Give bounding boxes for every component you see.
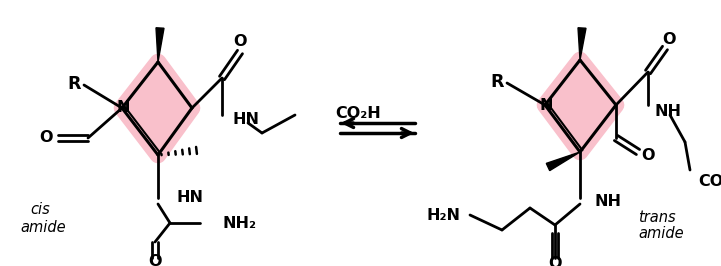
Polygon shape [545, 60, 616, 152]
Text: HN: HN [232, 113, 259, 127]
Polygon shape [547, 152, 580, 171]
Text: O: O [234, 35, 247, 49]
Polygon shape [156, 28, 164, 62]
Text: HN: HN [176, 190, 203, 206]
Text: amide: amide [20, 219, 66, 235]
Text: CO₂H: CO₂H [335, 106, 381, 120]
Text: amide: amide [638, 227, 684, 242]
Polygon shape [122, 62, 192, 155]
Text: NH: NH [594, 194, 621, 210]
Text: CO₂H: CO₂H [698, 174, 721, 189]
Text: O: O [548, 256, 562, 266]
Text: H₂N: H₂N [426, 207, 460, 222]
Text: N: N [539, 98, 553, 113]
Text: O: O [39, 131, 53, 146]
Text: cis: cis [30, 202, 50, 218]
Text: O: O [641, 148, 655, 164]
Text: NH₂: NH₂ [222, 215, 256, 231]
Polygon shape [578, 28, 586, 60]
Text: O: O [149, 255, 162, 266]
Text: O: O [663, 32, 676, 48]
Text: R: R [490, 73, 504, 91]
Text: trans: trans [638, 210, 676, 226]
Text: N: N [116, 101, 130, 115]
Text: NH: NH [654, 105, 681, 119]
Text: R: R [67, 75, 81, 93]
